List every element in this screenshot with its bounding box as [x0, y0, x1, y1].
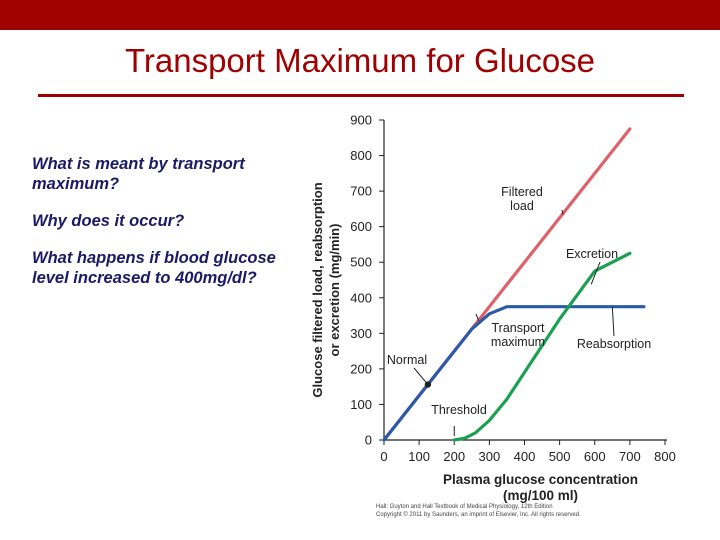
series-reabsorption-line: [382, 305, 646, 442]
x-axis-label-line-2: (mg/100 ml): [503, 488, 578, 503]
question-transport-maximum: What is meant by transport maximum?: [32, 155, 245, 193]
y-tick-label: 900: [350, 113, 372, 128]
glucose-transport-chart: 0 100 200 300 400 500 600 700 800 0 100 200 300 400 50…: [310, 113, 676, 504]
y-axis-label-line-2: or excretion (mg/min): [327, 224, 342, 357]
y-tick-label: 300: [350, 326, 372, 341]
question-glucose-400: What happens if blood glucose level incr…: [32, 249, 276, 287]
y-tick-label: 800: [350, 148, 372, 163]
annotation-transport-maximum-leader: [475, 313, 480, 322]
annotation-transport-maximum-line-1: Transport: [491, 321, 545, 335]
y-tick-label: 500: [350, 255, 372, 270]
annotation-excretion: Excretion: [566, 247, 618, 261]
y-tick-label: 700: [350, 184, 372, 199]
y-axis-label-line-1: Glucose filtered load, reabsorption: [310, 182, 325, 397]
y-tick-label: 200: [350, 361, 372, 376]
annotation-reabsorption: Reabsorption: [577, 337, 651, 351]
annotation-reabsorption-leader: [611, 306, 615, 337]
annotation-filtered-load-leader: [561, 209, 564, 215]
credit-line-2: Copyright © 2011 by Saunders, an imprint…: [376, 512, 581, 518]
x-tick-label: 300: [479, 449, 501, 464]
question-why-occur: Why does it occur?: [32, 212, 185, 230]
x-tick-label: 100: [408, 449, 430, 464]
x-axis-label-line-1: Plasma glucose concentration: [443, 472, 638, 487]
top-accent-bar: [0, 0, 720, 30]
question-list: What is meant by transport maximum? Why …: [32, 154, 292, 305]
x-tick-label: 700: [619, 449, 641, 464]
y-tick-label: 600: [350, 219, 372, 234]
x-tick-label: 0: [380, 449, 387, 464]
x-tick-label: 400: [514, 449, 536, 464]
annotation-transport-maximum-line-2: maximum: [491, 335, 545, 349]
y-tick-label: 0: [365, 433, 372, 448]
annotation-normal: Normal: [387, 353, 427, 367]
x-tick-label: 600: [584, 449, 606, 464]
annotation-normal-leader: [413, 367, 429, 385]
slide-title: Transport Maximum for Glucose: [124, 42, 596, 79]
series-excretion-line: [452, 251, 632, 442]
annotation-excretion-leader: [590, 261, 601, 285]
annotation-threshold: Threshold: [431, 403, 487, 417]
title-underline: [38, 94, 684, 97]
y-tick-label: 400: [350, 290, 372, 305]
y-tick-label: 100: [350, 397, 372, 412]
x-tick-label: 200: [443, 449, 465, 464]
annotation-filtered-load-line-2: load: [510, 199, 534, 213]
credit-line-1: Hall: Guyton and Hall Textbook of Medica…: [376, 504, 553, 510]
x-tick-label: 500: [549, 449, 571, 464]
figure-credit: Hall: Guyton and Hall Textbook of Medica…: [376, 503, 676, 519]
annotation-filtered-load-line-1: Filtered: [501, 185, 543, 199]
x-tick-label: 800: [654, 449, 676, 464]
